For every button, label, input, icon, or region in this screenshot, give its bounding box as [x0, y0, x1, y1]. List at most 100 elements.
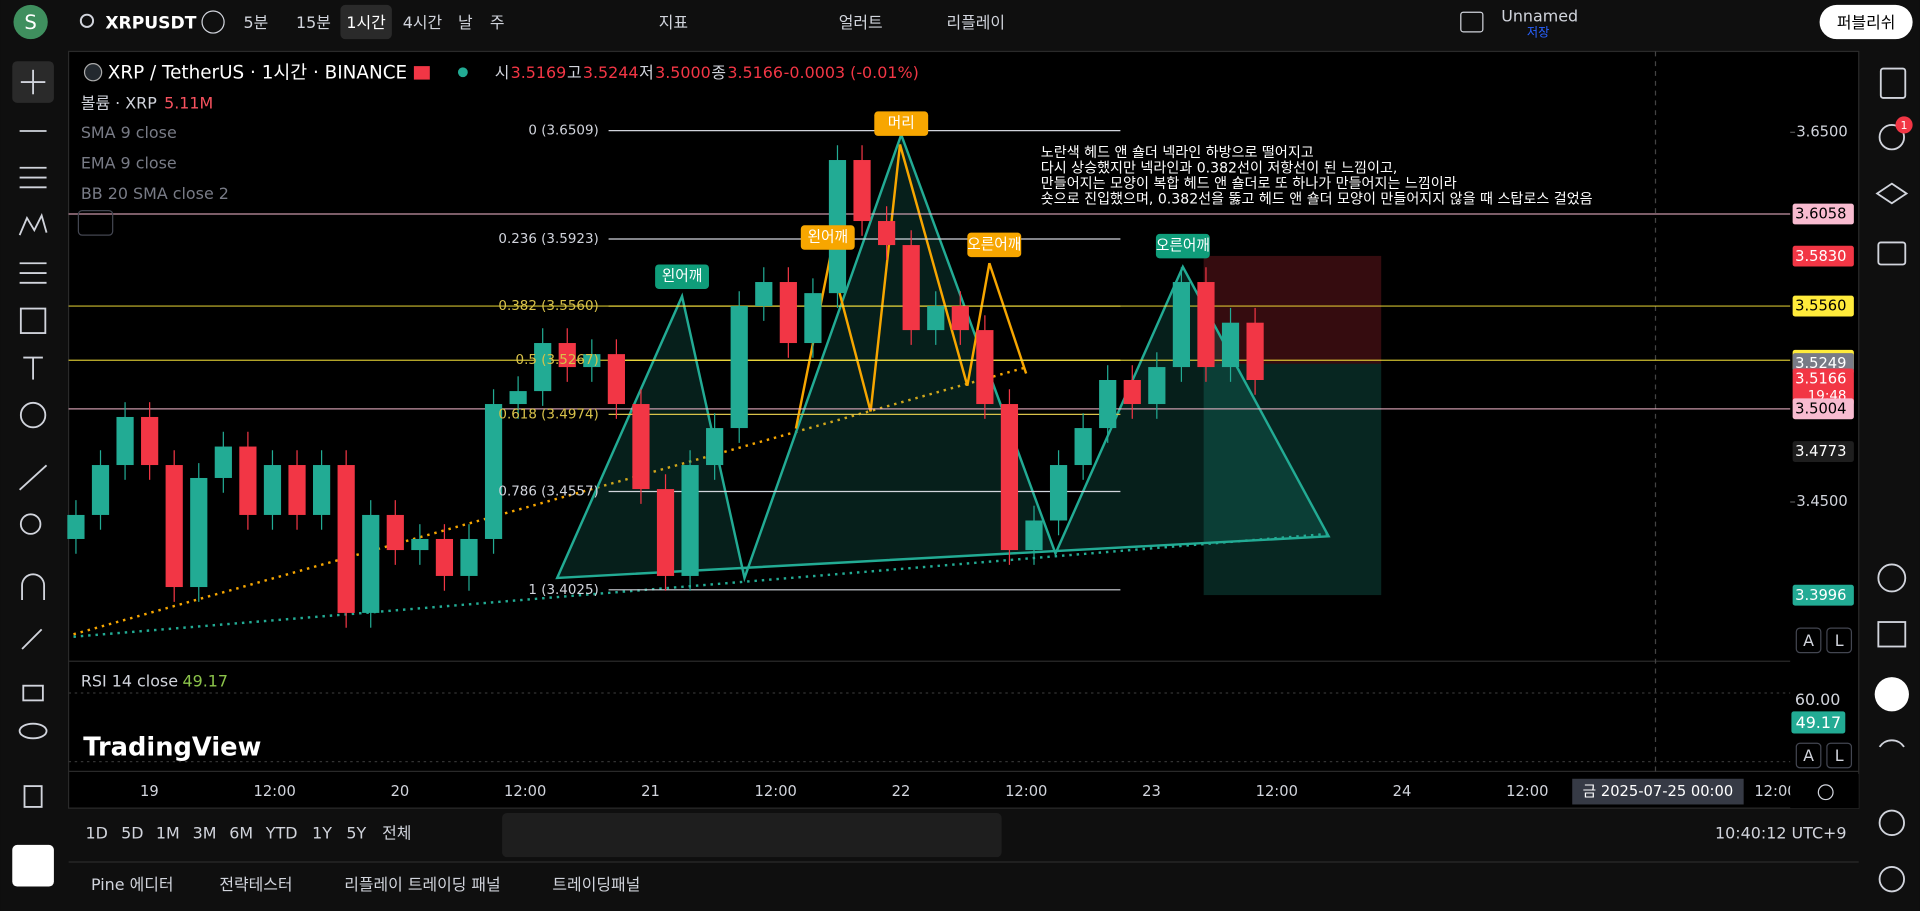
ohlc-value: 3.5169	[511, 63, 567, 82]
watermark: TradingView	[83, 733, 261, 763]
interval-active	[340, 4, 392, 40]
range-button[interactable]: 6M	[229, 823, 253, 842]
range-button[interactable]: 1D	[86, 823, 108, 842]
range-button[interactable]: YTD	[265, 823, 298, 842]
candle-body	[67, 514, 85, 539]
tab[interactable]: 리플레이 트레이딩 패널	[344, 875, 500, 894]
price-badge-label: 3.5004	[1795, 400, 1846, 417]
candle-body	[386, 514, 404, 551]
rsi-title: RSI 14 close	[81, 672, 178, 691]
price-badge	[1792, 245, 1854, 267]
symbol[interactable]: XRPUSDT	[105, 13, 196, 33]
x-tick-label: 24	[1393, 783, 1412, 800]
candle-body	[1172, 282, 1190, 368]
range-button[interactable]: 3M	[193, 823, 217, 842]
auto-scale[interactable]	[1795, 627, 1822, 654]
volume-value: 5.11M	[164, 94, 213, 113]
interval[interactable]: 5분	[244, 13, 269, 32]
ranges: 1D 5D 1M 3M 6M YTD 1Y 5Y 전체	[86, 823, 412, 842]
settings-icon[interactable]	[1817, 784, 1834, 801]
volume-label: 볼륨 · XRP	[81, 94, 157, 113]
price-badge-label: 3.6058	[1795, 206, 1846, 223]
x-tick-label: 12:00	[1506, 783, 1548, 800]
layout-name[interactable]: Unnamed	[1501, 7, 1578, 26]
tab[interactable]: 전략테스터	[219, 875, 292, 894]
fib-label: 0 (3.6509)	[528, 124, 598, 139]
ohlc-key: 고	[567, 63, 582, 82]
candle-body	[1221, 322, 1240, 368]
interval[interactable]: 1시간	[346, 13, 386, 32]
badge-count: 1	[1901, 119, 1908, 132]
candle-body	[779, 282, 797, 344]
ohlc-value: 3.5000	[655, 63, 711, 82]
indicators-button[interactable]: 지표	[659, 13, 688, 32]
candle-body	[976, 330, 994, 405]
range-button[interactable]: 5Y	[346, 823, 366, 842]
layout-icon	[1460, 11, 1484, 33]
candle-body	[1025, 520, 1043, 551]
fib-label: 1 (3.4025)	[528, 583, 598, 598]
avatar[interactable]	[13, 4, 48, 40]
ohlc-key: 저	[639, 63, 654, 82]
auto-scale-label: A	[1803, 746, 1814, 765]
fib-label: 0.786 (3.4557)	[498, 484, 598, 499]
x-tick-label: 12:00	[254, 783, 296, 800]
publish-button[interactable]	[1819, 4, 1913, 40]
auto-scale[interactable]	[1795, 742, 1822, 769]
replay-button[interactable]: 리플레이	[947, 13, 1006, 32]
price-badge	[1792, 203, 1854, 225]
range-button[interactable]: 전체	[382, 823, 411, 842]
interval[interactable]: 날	[458, 13, 473, 32]
collapse-legend[interactable]	[77, 209, 114, 236]
x-tick-label: 19	[140, 783, 159, 800]
rsi-badge	[1791, 711, 1846, 734]
target-zone	[1203, 363, 1382, 596]
x-tick-label: 12:00	[1005, 783, 1047, 800]
candle-body	[141, 416, 159, 466]
annotation: 만들어지는 모양이 복합 헤드 앤 숄더로 또 하나가 만들어지는 느낌이라	[1041, 176, 1457, 192]
price-badge-label: 3.5166	[1795, 371, 1846, 388]
pattern-label: 왼어깨	[662, 268, 703, 285]
add-symbol[interactable]	[201, 10, 225, 34]
cursor-time-box	[1572, 778, 1744, 805]
tab[interactable]: Pine 에디터	[91, 875, 174, 894]
favorite-button[interactable]	[12, 844, 54, 887]
pattern-label: 머리	[888, 115, 915, 132]
fib-label: 0.618 (3.4974)	[498, 407, 598, 422]
log-scale[interactable]	[1826, 627, 1853, 654]
candle-body	[91, 465, 110, 515]
candle-body	[288, 465, 306, 515]
study: BB 20 SMA close 2	[81, 184, 229, 203]
price-badge-label: 3.4773	[1795, 443, 1846, 460]
x-tick-label: 21	[641, 783, 660, 800]
pattern-label-bg	[655, 264, 709, 289]
range-button[interactable]: 1Y	[312, 823, 332, 842]
candle-body	[165, 465, 183, 588]
tab[interactable]: 트레이딩패널	[552, 875, 640, 894]
flag[interactable]	[413, 66, 430, 80]
save-state: 저장	[1527, 26, 1550, 40]
ohlc-value: 3.5166	[727, 63, 783, 82]
ohlc-key: 종	[711, 63, 726, 82]
log-scale-label: L	[1835, 631, 1844, 650]
pattern-label: 오른어깨	[967, 236, 1021, 253]
interval[interactable]: 주	[490, 13, 505, 32]
interval[interactable]: 4시간	[403, 13, 443, 32]
range-button[interactable]: 5D	[121, 823, 143, 842]
alert-button[interactable]: 얼러트	[839, 13, 883, 32]
candle-body	[902, 245, 920, 331]
x-tick-label: 23	[1142, 783, 1161, 800]
interval[interactable]: 15분	[296, 13, 331, 32]
x-tick-label: 12:00	[1256, 783, 1298, 800]
time-axis: 19 12:00 20 12:00 21 12:00 22 12:00 23 12:00 24 12:…	[140, 783, 1797, 800]
log-scale[interactable]	[1826, 742, 1853, 769]
price-badge-label: 3.5830	[1795, 248, 1846, 265]
candle-body	[509, 391, 527, 405]
pattern-label-bg	[800, 225, 855, 250]
range-button[interactable]: 1M	[156, 823, 180, 842]
annotation: 숏으로 진입했으며, 0.382선을 뚫고 헤드 앤 숄더 모양이 만들어지지 …	[1041, 192, 1593, 208]
y-tick-label: 3.4500	[1796, 493, 1847, 510]
badge	[1895, 116, 1913, 134]
rsi-level: 60.00	[1795, 690, 1841, 709]
